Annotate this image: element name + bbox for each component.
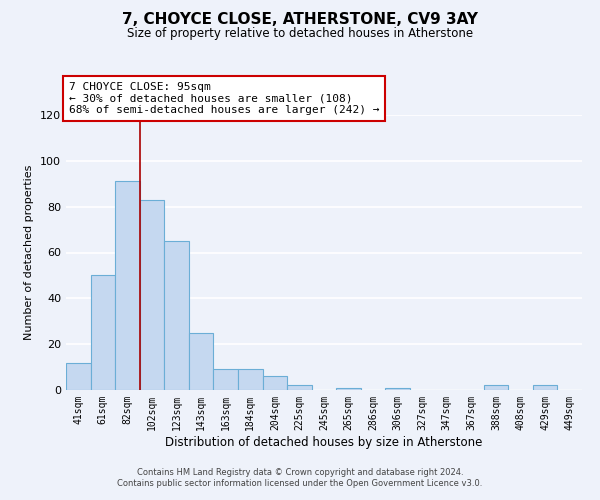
Text: 7, CHOYCE CLOSE, ATHERSTONE, CV9 3AY: 7, CHOYCE CLOSE, ATHERSTONE, CV9 3AY [122, 12, 478, 28]
Text: Contains HM Land Registry data © Crown copyright and database right 2024.
Contai: Contains HM Land Registry data © Crown c… [118, 468, 482, 487]
Bar [115, 182, 140, 390]
Bar [238, 370, 263, 390]
Bar [214, 370, 238, 390]
Bar [385, 388, 410, 390]
Bar [484, 386, 508, 390]
Bar [533, 386, 557, 390]
X-axis label: Distribution of detached houses by size in Atherstone: Distribution of detached houses by size … [166, 436, 482, 448]
Bar [66, 362, 91, 390]
Bar [336, 388, 361, 390]
Y-axis label: Number of detached properties: Number of detached properties [25, 165, 34, 340]
Text: Size of property relative to detached houses in Atherstone: Size of property relative to detached ho… [127, 28, 473, 40]
Bar [91, 276, 115, 390]
Bar [164, 241, 189, 390]
Bar [263, 376, 287, 390]
Bar [189, 332, 214, 390]
Bar [140, 200, 164, 390]
Bar [287, 386, 312, 390]
Text: 7 CHOYCE CLOSE: 95sqm
← 30% of detached houses are smaller (108)
68% of semi-det: 7 CHOYCE CLOSE: 95sqm ← 30% of detached … [68, 82, 379, 115]
